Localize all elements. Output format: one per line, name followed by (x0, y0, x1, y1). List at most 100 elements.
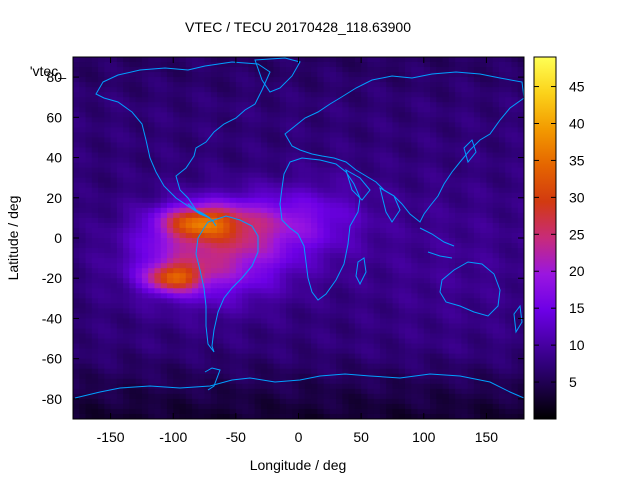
heatmap-cell (229, 253, 237, 259)
heatmap-cell (166, 147, 174, 154)
heatmap-cell (235, 77, 243, 83)
heatmap-cell (73, 268, 80, 274)
heatmap-cell (148, 373, 156, 380)
heatmap-cell (273, 313, 281, 320)
heatmap-cell (210, 97, 218, 103)
heatmap-cell (292, 268, 300, 274)
heatmap-cell (517, 232, 524, 239)
heatmap-cell (85, 127, 93, 134)
heatmap-cell (467, 328, 475, 335)
heatmap-cell (361, 248, 368, 254)
heatmap-cell (204, 112, 212, 118)
heatmap-cell (179, 142, 187, 149)
heatmap-cell (436, 82, 444, 88)
heatmap-cell (423, 388, 431, 395)
heatmap-cell (430, 202, 437, 209)
heatmap-cell (123, 112, 130, 118)
heatmap-cell (448, 278, 456, 284)
heatmap-cell (492, 127, 500, 134)
heatmap-cell (154, 363, 162, 370)
heatmap-cell (342, 112, 350, 118)
heatmap-cell (110, 77, 118, 83)
heatmap-cell (442, 72, 450, 78)
heatmap-cell (79, 273, 87, 279)
heatmap-cell (229, 333, 237, 340)
heatmap-cell (242, 227, 249, 234)
heatmap-cell (329, 112, 337, 118)
heatmap-cell (367, 142, 375, 149)
heatmap-cell (141, 313, 149, 320)
heatmap-cell (480, 132, 488, 139)
heatmap-cell (467, 393, 475, 400)
heatmap-cell (229, 177, 237, 184)
heatmap-cell (329, 358, 337, 365)
heatmap-cell (455, 207, 462, 214)
heatmap-cell (148, 248, 156, 254)
heatmap-cell (267, 232, 275, 239)
heatmap-cell (235, 343, 243, 350)
heatmap-cell (411, 117, 419, 123)
heatmap-cell (141, 403, 149, 410)
heatmap-cell (154, 192, 162, 199)
heatmap-cell (298, 67, 306, 73)
heatmap-cell (279, 373, 287, 380)
heatmap-cell (116, 333, 124, 340)
heatmap-cell (317, 62, 325, 68)
heatmap-cell (179, 343, 187, 350)
heatmap-cell (104, 243, 112, 249)
heatmap-cell (342, 67, 350, 73)
heatmap-cell (448, 293, 456, 299)
heatmap-cell (354, 273, 362, 279)
heatmap-cell (279, 127, 287, 134)
heatmap-cell (505, 333, 513, 340)
heatmap-cell (223, 77, 231, 83)
heatmap-cell (285, 97, 293, 103)
heatmap-cell (79, 333, 87, 340)
heatmap-cell (148, 142, 156, 149)
heatmap-cell (141, 232, 149, 239)
heatmap-cell (129, 202, 137, 209)
heatmap-cell (379, 323, 387, 330)
heatmap-cell (473, 72, 481, 78)
heatmap-cell (129, 62, 137, 68)
heatmap-cell (166, 348, 174, 355)
heatmap-cell (223, 162, 231, 169)
heatmap-cell (392, 177, 400, 184)
heatmap-cell (179, 398, 187, 405)
heatmap-cell (166, 222, 174, 229)
heatmap-cell (248, 273, 256, 279)
heatmap-cell (379, 358, 387, 365)
heatmap-cell (423, 177, 431, 184)
heatmap-cell (348, 328, 356, 335)
heatmap-cell (79, 147, 87, 154)
heatmap-cell (461, 238, 469, 244)
heatmap-cell (404, 202, 412, 209)
heatmap-cell (179, 308, 187, 315)
heatmap-cell (417, 157, 425, 164)
heatmap-cell (373, 363, 381, 370)
heatmap-cell (229, 298, 237, 304)
heatmap-cell (505, 293, 513, 299)
heatmap-cell (442, 303, 450, 309)
heatmap-cell (373, 398, 381, 405)
heatmap-cell (392, 162, 400, 169)
heatmap-cell (486, 122, 494, 128)
heatmap-cell (154, 268, 162, 274)
heatmap-cell (386, 363, 394, 370)
heatmap-cell (473, 263, 481, 269)
heatmap-cell (329, 393, 337, 400)
heatmap-cell (442, 157, 450, 164)
heatmap-cell (304, 92, 312, 98)
heatmap-cell (179, 217, 187, 224)
heatmap-cell (342, 132, 350, 139)
heatmap-cell (185, 363, 193, 370)
heatmap-cell (229, 323, 237, 330)
heatmap-cell (179, 122, 187, 128)
heatmap-cell (436, 318, 444, 325)
heatmap-cell (486, 313, 494, 320)
heatmap-cell (185, 132, 193, 139)
heatmap-cell (461, 378, 469, 385)
heatmap-cell (342, 383, 350, 390)
heatmap-cell (285, 222, 293, 229)
heatmap-cell (285, 147, 293, 154)
